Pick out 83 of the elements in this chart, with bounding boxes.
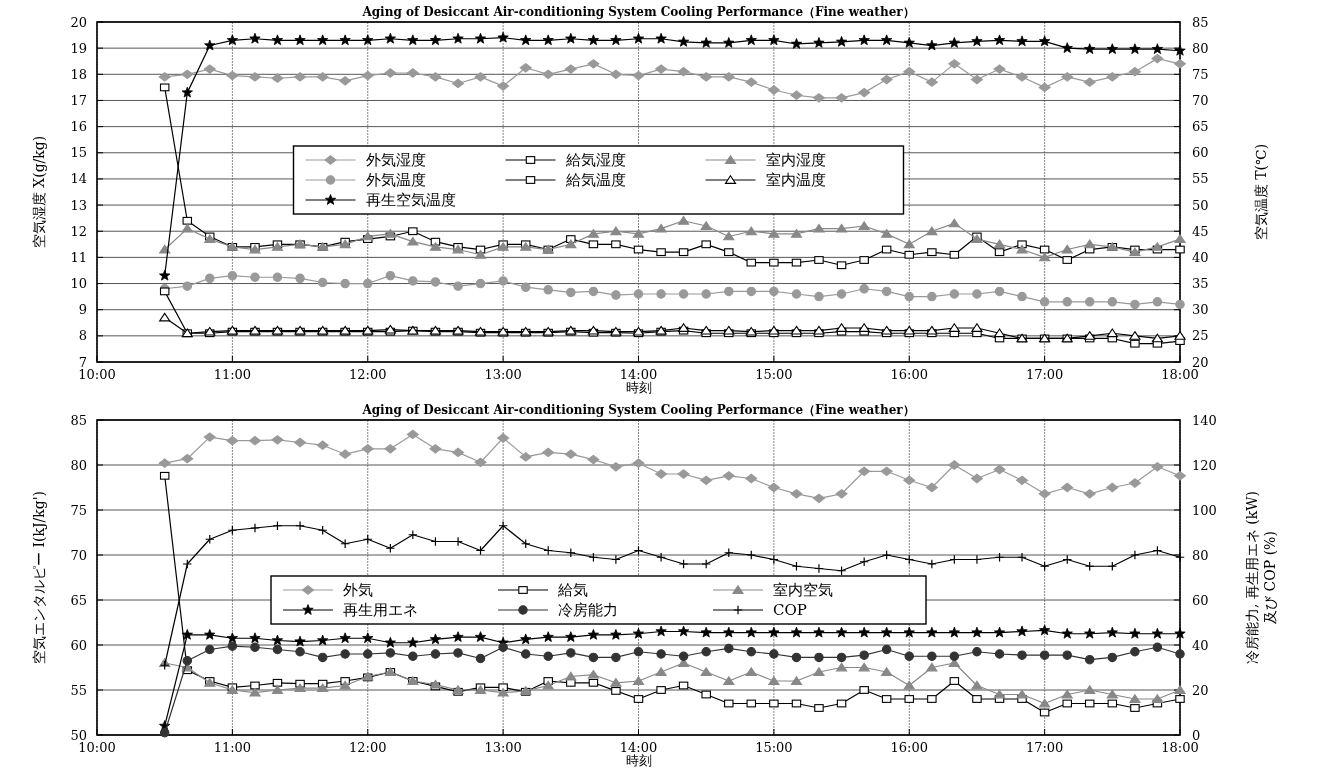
x-tick-label: 17:00: [1025, 367, 1064, 382]
y2-tick-label: 80: [1192, 40, 1209, 56]
y2-axis-title: 冷房能力, 再生用エネ (kW) 及び COP (%): [1244, 490, 1278, 665]
x-tick-label: 16:00: [890, 740, 928, 755]
y-tick-label: 9: [78, 302, 87, 318]
chart-title: Aging of Desiccant Air-conditioning System Cooling Performance（Fine weather）: [361, 5, 915, 19]
legend-label: 室内湿度: [765, 151, 826, 169]
legend-label: 冷房能力: [558, 601, 618, 619]
legend-label: 室内温度: [765, 171, 826, 189]
y-tick-label: 13: [70, 197, 87, 213]
y2-tick-label: 120: [1192, 457, 1217, 473]
y-tick-label: 55: [70, 682, 87, 698]
x-tick-label: 18:00: [1161, 367, 1199, 382]
y2-tick-label: 25: [1192, 328, 1209, 344]
y-tick-label: 65: [70, 592, 87, 608]
x-tick-label: 17:00: [1025, 740, 1064, 755]
y-tick-label: 11: [70, 249, 87, 265]
y2-tick-label: 40: [1192, 249, 1209, 265]
y2-tick-label: 60: [1192, 592, 1209, 608]
y-tick-label: 85: [70, 412, 87, 428]
x-tick-label: 14:00: [619, 740, 658, 755]
y2-tick-label: 140: [1192, 412, 1217, 428]
y2-tick-label: 30: [1192, 302, 1209, 318]
legend-label: 給気湿度: [564, 151, 626, 169]
y-tick-label: 60: [70, 637, 87, 653]
x-tick-label: 15:00: [755, 740, 793, 755]
y2-tick-label: 0: [1192, 727, 1201, 743]
y-tick-label: 12: [70, 223, 87, 239]
y2-tick-label: 85: [1192, 14, 1209, 30]
y-tick-label: 70: [70, 547, 87, 563]
y2-tick-label: 65: [1192, 119, 1209, 135]
y-tick-label: 14: [70, 171, 87, 187]
y2-tick-label: 70: [1192, 92, 1209, 108]
y2-tick-label: 50: [1192, 197, 1209, 213]
y2-tick-label: 20: [1192, 354, 1209, 370]
x-tick-label: 12:00: [349, 740, 387, 755]
x-axis-title: 時刻: [625, 380, 652, 395]
y-tick-label: 80: [70, 457, 87, 473]
y-tick-label: 10: [70, 276, 87, 292]
y-axis-title: 空気湿度 X(g/kg): [31, 135, 47, 249]
y-tick-label: 75: [70, 502, 87, 518]
x-tick-label: 13:00: [484, 367, 522, 382]
x-tick-label: 10:00: [78, 740, 116, 755]
y2-axis-title: 空気温度 T(℃): [1253, 143, 1269, 241]
y-tick-label: 15: [70, 145, 87, 161]
y-tick-label: 7: [78, 354, 87, 370]
x-tick-label: 10:00: [78, 367, 116, 382]
y2-tick-label: 55: [1192, 171, 1209, 187]
legend-label: 再生空気温度: [365, 191, 456, 209]
y2-tick-label: 60: [1192, 145, 1209, 161]
x-axis-title: 時刻: [625, 753, 652, 768]
x-tick-label: 15:00: [755, 367, 793, 382]
legend-label: 給気温度: [564, 171, 626, 189]
legend-label: 給気: [557, 581, 588, 599]
x-tick-label: 14:00: [619, 367, 658, 382]
legend-label: 室内空気: [773, 581, 833, 599]
x-tick-label: 12:00: [349, 367, 387, 382]
y-tick-label: 50: [70, 727, 87, 743]
legend-label: 外気: [343, 581, 373, 599]
y-tick-label: 20: [70, 14, 87, 30]
y-tick-label: 8: [78, 328, 87, 344]
legend-label: 外気湿度: [365, 151, 426, 169]
legend-label: 外気温度: [365, 171, 426, 189]
x-tick-label: 13:00: [484, 740, 522, 755]
chart-title: Aging of Desiccant Air-conditioning System Cooling Performance（Fine weather）: [361, 403, 915, 417]
y-axis-title: 空気エンタルピー I(kJ/kg'): [31, 490, 47, 665]
y2-tick-label: 80: [1192, 547, 1209, 563]
y2-tick-label: 35: [1192, 276, 1209, 292]
y2-tick-label: 20: [1192, 682, 1209, 698]
y-tick-label: 19: [70, 40, 87, 56]
legend-label: 再生用エネ: [343, 601, 418, 619]
y-tick-label: 17: [70, 92, 87, 108]
y2-tick-label: 75: [1192, 66, 1209, 82]
x-tick-label: 11:00: [213, 740, 252, 755]
y2-tick-label: 40: [1192, 637, 1209, 653]
y-tick-label: 18: [70, 66, 87, 82]
x-tick-label: 11:00: [213, 367, 252, 382]
y2-tick-label: 45: [1192, 223, 1209, 239]
legend-label: COP: [773, 601, 807, 619]
x-tick-label: 18:00: [1161, 740, 1199, 755]
x-tick-label: 16:00: [890, 367, 928, 382]
y-tick-label: 16: [70, 119, 87, 135]
y2-tick-label: 100: [1192, 502, 1217, 518]
